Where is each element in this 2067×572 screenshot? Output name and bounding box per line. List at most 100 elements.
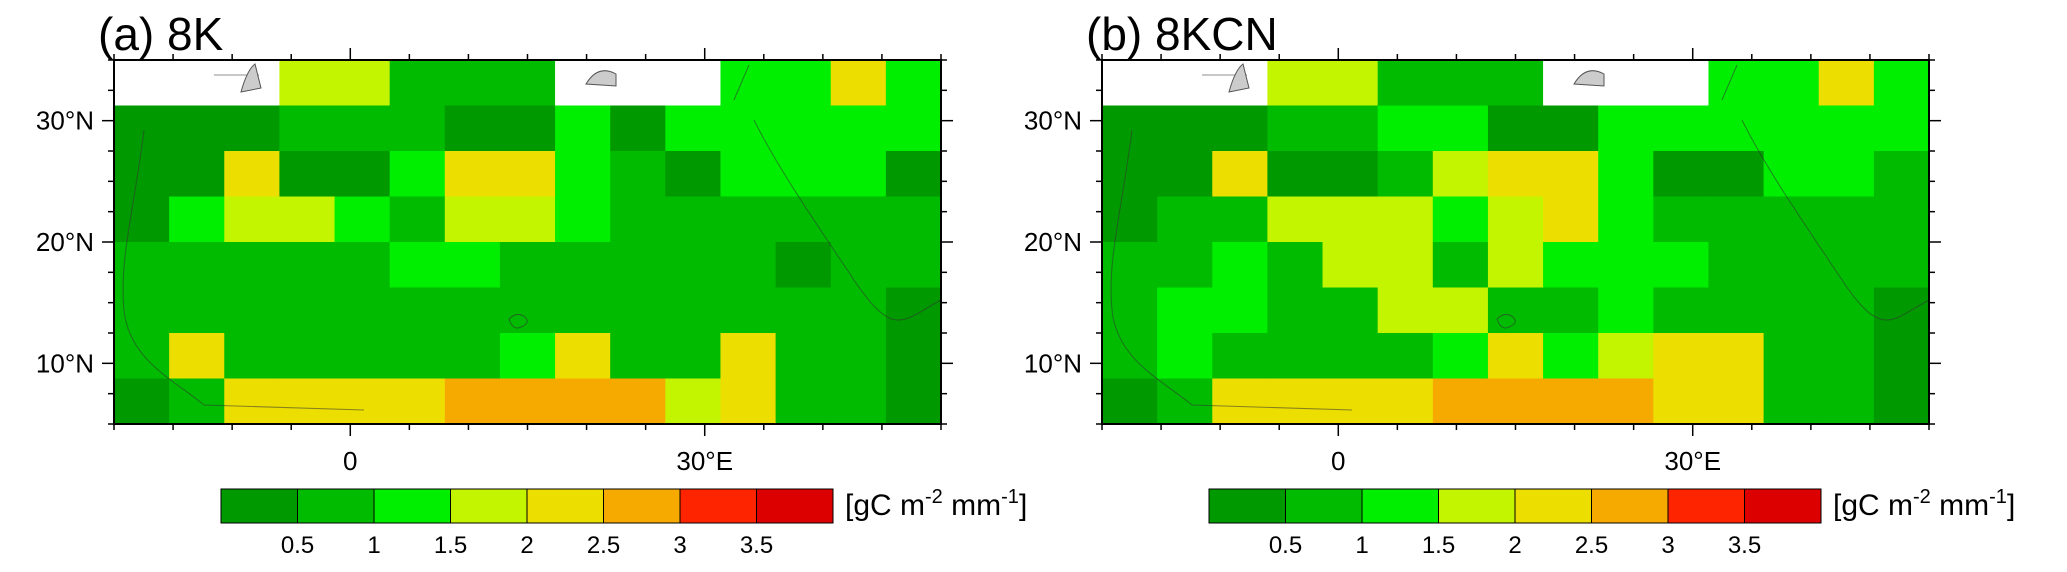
grid-cell xyxy=(169,287,225,334)
lat-label: 20°N xyxy=(1024,227,1082,257)
grid-cell xyxy=(1598,105,1654,152)
grid-cell xyxy=(499,242,556,288)
grid-cell xyxy=(1102,151,1158,197)
grid-cell xyxy=(279,60,336,106)
grid-cell xyxy=(1598,242,1654,288)
grid-cell xyxy=(1543,287,1599,334)
grid-cell xyxy=(169,196,225,243)
grid-cell xyxy=(1818,242,1875,288)
grid-cell xyxy=(1598,333,1654,379)
grid-cell xyxy=(1267,151,1324,197)
land-patch xyxy=(1573,70,1605,87)
colorbars: 0.5 1 1.5 2 2.5 3 3.5 [gC m-2 mm-1] 0.5 1 1.5 2 2.5 3… xyxy=(220,486,2015,559)
lat-label: 10°N xyxy=(36,348,94,378)
grid-cell xyxy=(1818,333,1875,379)
grid-cell xyxy=(555,196,611,243)
grid-cell xyxy=(279,151,336,197)
grid-cell xyxy=(1598,378,1654,425)
grid-cell xyxy=(1102,287,1158,334)
grid-cell xyxy=(169,151,225,197)
grid-cell xyxy=(830,60,887,106)
grid-cell xyxy=(1818,105,1875,152)
grid-cell xyxy=(1377,242,1434,288)
grid-cell xyxy=(610,151,666,197)
grid-cell xyxy=(444,378,501,425)
grid-cell xyxy=(499,333,556,379)
grid-cell xyxy=(1598,287,1654,334)
colorbar-swatch xyxy=(1744,488,1822,524)
grid-cell xyxy=(1487,196,1544,243)
grid-cell xyxy=(114,151,170,197)
colorbar-tick-label: 3 xyxy=(673,532,686,559)
grid-cell xyxy=(389,60,446,106)
colorbar-swatch xyxy=(1208,488,1286,524)
grid-cell xyxy=(1763,333,1820,379)
grid-cell xyxy=(610,333,666,379)
grid-cell xyxy=(610,105,666,152)
grid-cell xyxy=(830,105,887,152)
colorbar-swatch xyxy=(526,488,604,524)
colorbar-tick-label: 1 xyxy=(367,532,380,559)
lat-label: 10°N xyxy=(1024,348,1082,378)
grid-cell xyxy=(1818,196,1875,243)
colorbar-tick-label: 1.5 xyxy=(434,532,467,559)
grid-cell xyxy=(555,242,611,288)
lon-label: 30°E xyxy=(676,446,733,476)
grid-cell xyxy=(1818,378,1875,425)
lat-label: 30°N xyxy=(1024,106,1082,136)
grid-cell xyxy=(1873,105,1930,152)
grid-cell xyxy=(114,378,170,425)
grid-cell xyxy=(885,196,942,243)
grid-cell xyxy=(1432,378,1489,425)
grid-cell xyxy=(775,105,832,152)
grid-cell xyxy=(885,333,942,379)
grid-cell xyxy=(1487,105,1544,152)
grid-cell xyxy=(1598,151,1654,197)
colorbar-swatch xyxy=(679,488,757,524)
grid-cell xyxy=(224,287,280,334)
grid-cell xyxy=(1377,287,1434,334)
grid-cell xyxy=(224,333,280,379)
grid-cell xyxy=(1487,60,1544,106)
grid-cell xyxy=(389,151,446,197)
grid-cell xyxy=(1487,242,1544,288)
grid-cell xyxy=(389,333,446,379)
grid-cell xyxy=(665,60,721,106)
grid-cell xyxy=(1267,60,1324,106)
grid-cell xyxy=(720,378,777,425)
colorbar-tick-label: 2 xyxy=(520,532,533,559)
land-patch xyxy=(1228,63,1250,93)
grid-cell xyxy=(555,151,611,197)
colorbar-tick-label: 0.5 xyxy=(281,532,314,559)
grid-cell xyxy=(1708,151,1765,197)
grid-cell xyxy=(1157,287,1213,334)
grid-cell xyxy=(1157,60,1213,106)
land-patch xyxy=(585,70,617,87)
lon-label: 30°E xyxy=(1664,446,1721,476)
grid-cell xyxy=(1873,196,1930,243)
colorbar-tick-label: 2.5 xyxy=(1575,532,1608,559)
grid-cell xyxy=(1322,287,1379,334)
grid-cell xyxy=(1873,378,1930,425)
colorbar-swatch xyxy=(220,488,298,524)
colorbar-swatch xyxy=(450,488,528,524)
grid-cell xyxy=(1432,333,1489,379)
grid-cell xyxy=(114,196,170,243)
colorbar-swatch xyxy=(603,488,681,524)
grid-cell xyxy=(555,378,611,425)
grid-cell xyxy=(885,242,942,288)
colorbar-unit: [gC m-2 mm-1] xyxy=(1833,486,2015,522)
grid-cell xyxy=(1267,242,1324,288)
grid-cell xyxy=(1653,287,1709,334)
grid-cell xyxy=(1157,242,1213,288)
grid-cell xyxy=(1763,242,1820,288)
grid-cell xyxy=(830,333,887,379)
grid-cell xyxy=(1212,333,1268,379)
grid-cell xyxy=(1763,105,1820,152)
lat-label: 20°N xyxy=(36,227,94,257)
grid-cell xyxy=(499,196,556,243)
colorbar-swatch xyxy=(756,488,834,524)
grid-cell xyxy=(1377,378,1434,425)
grid-cell xyxy=(1267,378,1324,425)
